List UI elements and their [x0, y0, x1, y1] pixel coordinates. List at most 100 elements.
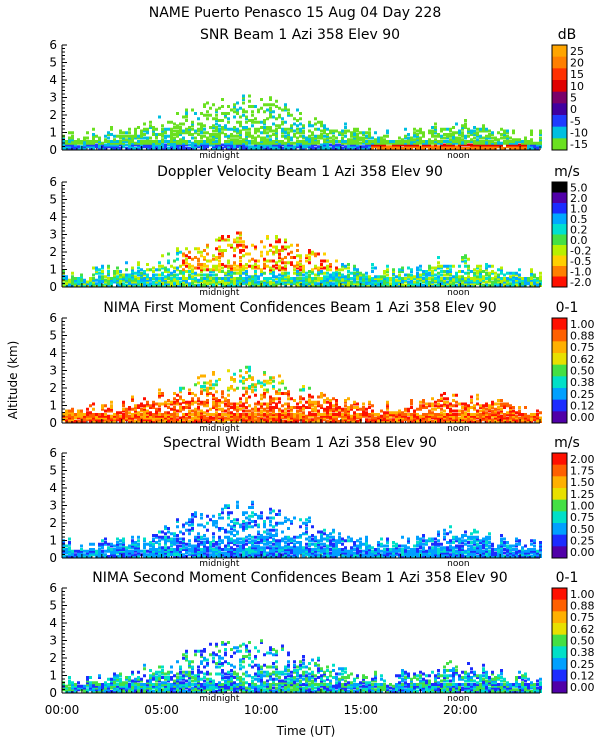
heatmap-cell: [182, 260, 185, 263]
heatmap-cell: [491, 270, 494, 273]
heatmap-cell: [308, 130, 311, 133]
heatmap-cell: [236, 232, 239, 235]
heatmap-cell: [446, 397, 449, 400]
heatmap-cell: [326, 275, 329, 278]
heatmap-cell: [164, 401, 167, 404]
heatmap-cell: [194, 256, 197, 259]
heatmap-cell: [314, 117, 317, 120]
heatmap-cell: [368, 401, 371, 404]
heatmap-cell: [203, 415, 206, 418]
heatmap-cell: [197, 247, 200, 250]
heatmap-cell: [233, 272, 236, 275]
heatmap-cell: [224, 140, 227, 143]
heatmap-cell: [500, 415, 503, 418]
heatmap-cell: [296, 140, 299, 143]
heatmap-cell: [458, 265, 461, 268]
heatmap-cell: [410, 274, 413, 277]
heatmap-cell: [140, 140, 143, 143]
heatmap-cell: [224, 410, 227, 413]
heatmap-cell: [485, 277, 488, 280]
heatmap-cell: [239, 240, 242, 243]
heatmap-cell: [218, 260, 221, 263]
heatmap-cell: [449, 133, 452, 136]
heatmap-cell: [209, 268, 212, 271]
heatmap-cell: [539, 411, 542, 414]
heatmap-cell: [287, 275, 290, 278]
heatmap-cell: [473, 404, 476, 407]
heatmap-cell: [443, 140, 446, 143]
heatmap-cell: [479, 413, 482, 416]
heatmap-cell: [275, 240, 278, 243]
heatmap-cell: [200, 140, 203, 143]
heatmap-cell: [488, 413, 491, 416]
heatmap-cell: [314, 274, 317, 277]
heatmap-cell: [167, 121, 170, 124]
heatmap-cell: [167, 128, 170, 131]
heatmap-cell: [65, 548, 68, 551]
heatmap-cell: [98, 275, 101, 278]
heatmap-cell: [509, 272, 512, 275]
heatmap-cell: [101, 142, 104, 145]
heatmap-cell: [464, 135, 467, 138]
heatmap-cell: [143, 133, 146, 136]
heatmap-cell: [104, 404, 107, 407]
heatmap-cell: [266, 135, 269, 138]
heatmap-cell: [476, 128, 479, 131]
heatmap-cell: [191, 137, 194, 140]
heatmap-cell: [167, 406, 170, 409]
heatmap-cell: [290, 251, 293, 254]
heatmap-cell: [413, 131, 416, 134]
heatmap-cell: [308, 394, 311, 397]
heatmap-cell: [161, 124, 164, 127]
heatmap-cell: [218, 404, 221, 407]
heatmap-cell: [401, 277, 404, 280]
heatmap-cell: [308, 274, 311, 277]
heatmap-cell: [416, 130, 419, 133]
heatmap-cell: [239, 140, 242, 143]
heatmap-cell: [164, 411, 167, 414]
heatmap-cell: [236, 268, 239, 271]
heatmap-cell: [194, 247, 197, 250]
heatmap-cell: [131, 536, 134, 539]
heatmap-cell: [188, 270, 191, 273]
heatmap-cell: [83, 413, 86, 416]
heatmap-cell: [221, 401, 224, 404]
heatmap-cell: [185, 258, 188, 261]
heatmap-cell: [161, 277, 164, 280]
heatmap-cell: [485, 263, 488, 266]
heatmap-cell: [263, 371, 266, 374]
heatmap-cell: [131, 539, 134, 542]
heatmap-cell: [89, 548, 92, 551]
heatmap-cell: [107, 408, 110, 411]
heatmap-cell: [263, 103, 266, 106]
heatmap-cell: [206, 265, 209, 268]
heatmap-cell: [245, 253, 248, 256]
heatmap-cell: [245, 406, 248, 409]
heatmap-cell: [251, 389, 254, 392]
heatmap-cell: [263, 258, 266, 261]
heatmap-cell: [236, 121, 239, 124]
heatmap-cell: [125, 274, 128, 277]
heatmap-cell: [347, 270, 350, 273]
heatmap-cell: [281, 392, 284, 395]
heatmap-cell: [98, 548, 101, 551]
heatmap-cell: [98, 413, 101, 416]
heatmap-cell: [356, 268, 359, 271]
heatmap-cell: [71, 131, 74, 134]
heatmap-cell: [260, 126, 263, 129]
heatmap-cell: [344, 404, 347, 407]
heatmap-cell: [464, 403, 467, 406]
heatmap-cell: [524, 413, 527, 416]
heatmap-cell: [335, 137, 338, 140]
heatmap-cell: [248, 131, 251, 134]
heatmap-cell: [224, 417, 227, 420]
heatmap-cell: [389, 140, 392, 143]
heatmap-cell: [296, 119, 299, 122]
heatmap-cell: [299, 389, 302, 392]
heatmap-cell: [206, 387, 209, 390]
heatmap-cell: [215, 256, 218, 259]
heatmap-cell: [227, 399, 230, 402]
heatmap-cell: [251, 105, 254, 108]
heatmap-cell: [422, 413, 425, 416]
heatmap-cell: [104, 138, 107, 141]
